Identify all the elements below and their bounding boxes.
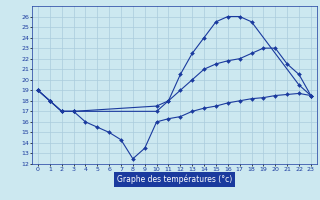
X-axis label: Graphe des températures (°c): Graphe des températures (°c): [117, 175, 232, 184]
